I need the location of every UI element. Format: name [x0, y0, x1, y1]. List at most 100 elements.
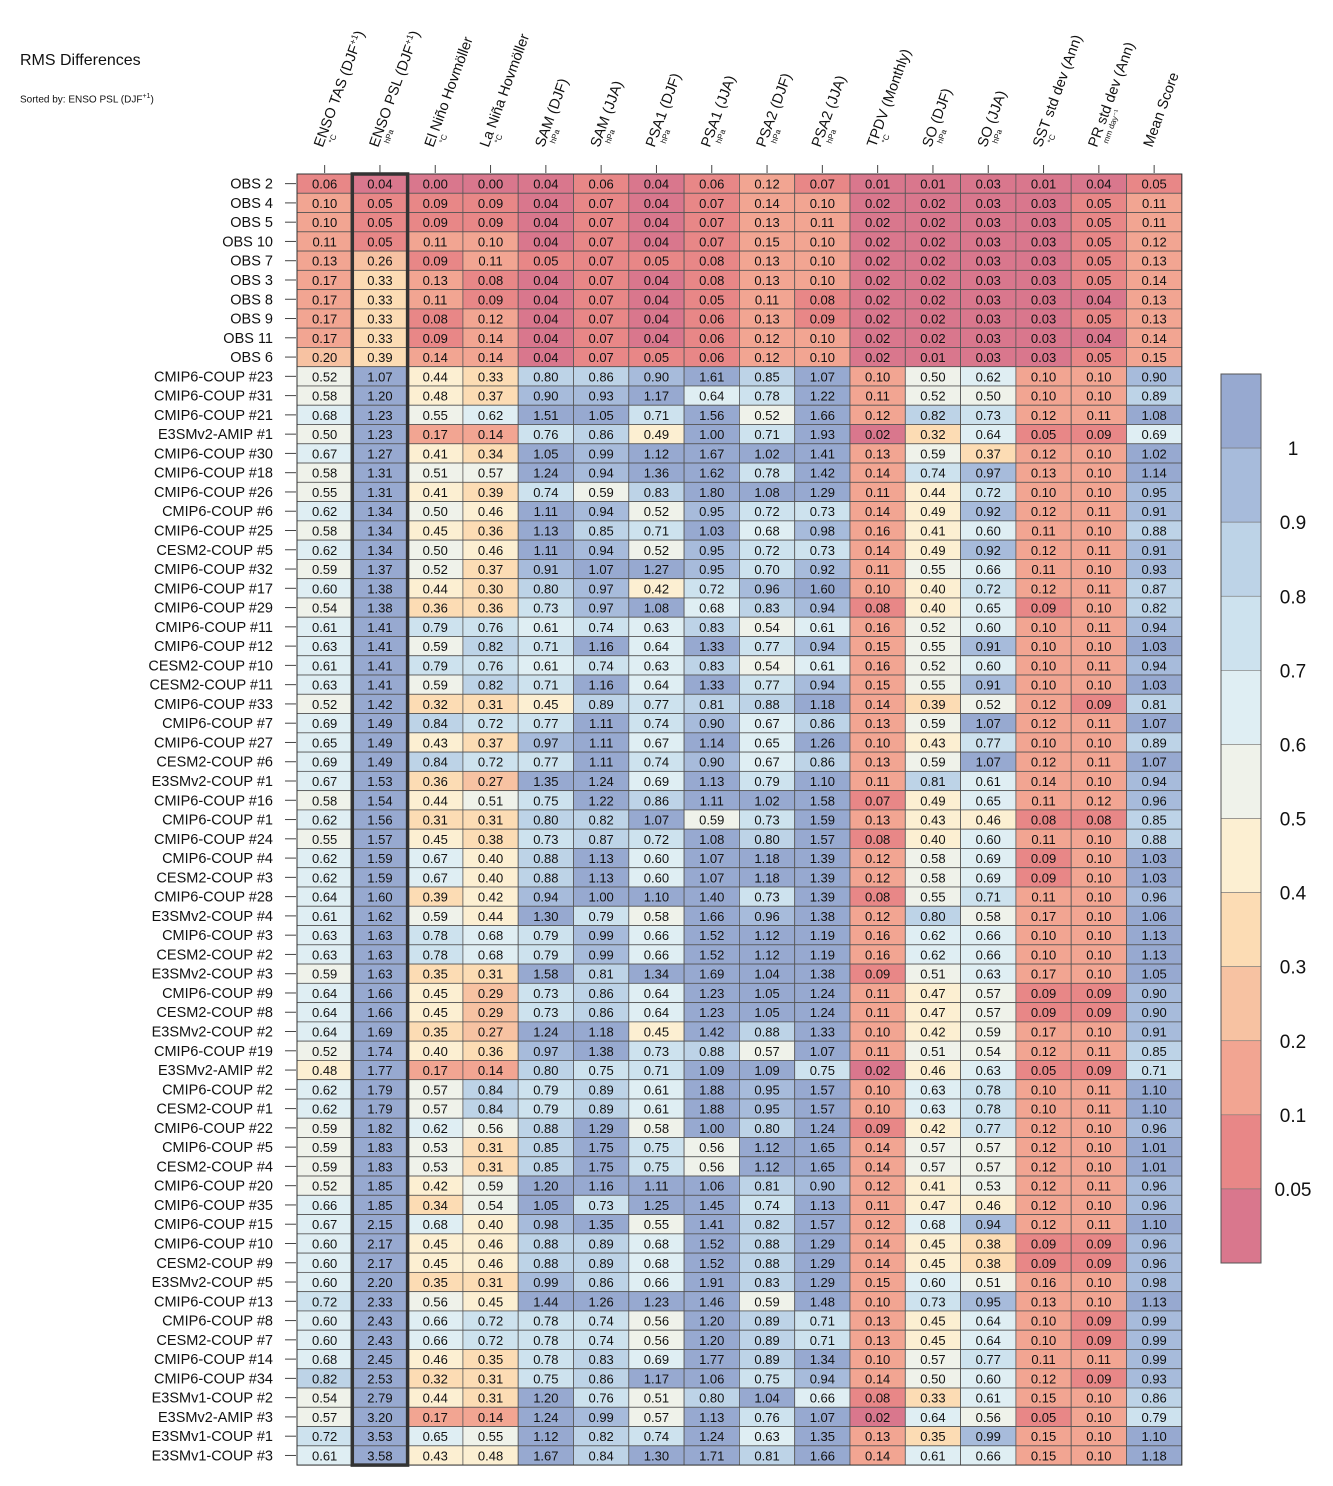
cell-value: 0.12 [754, 350, 779, 365]
cell-value: 1.11 [534, 504, 558, 519]
cell-value: 0.91 [1141, 1025, 1166, 1040]
cell-value: 0.05 [1031, 1063, 1056, 1078]
cell-value: 0.35 [423, 967, 448, 982]
cell-value: 0.55 [920, 639, 945, 654]
cell-value: 1.11 [644, 1179, 668, 1194]
cell-value: 0.86 [588, 986, 613, 1001]
cell-value: 0.14 [865, 1236, 890, 1251]
row-label: CMIP6-COUP #30 [154, 446, 273, 462]
cell-value: 0.76 [754, 1410, 779, 1425]
cell-value: 0.50 [423, 543, 448, 558]
cell-value: 1.03 [1141, 851, 1166, 866]
cell-value: 0.78 [423, 947, 448, 962]
cell-value: 0.10 [1086, 1275, 1111, 1290]
cell-value: 0.41 [423, 485, 448, 500]
cell-value: 0.52 [920, 658, 945, 673]
cell-value: 0.45 [920, 1314, 945, 1329]
cell-value: 1.66 [367, 986, 392, 1001]
cell-value: 1.01 [1141, 1159, 1166, 1174]
cell-value: 0.12 [865, 408, 890, 423]
row-label: CMIP6-COUP #28 [154, 890, 273, 906]
cell-value: 0.47 [920, 1005, 945, 1020]
cell-value: 0.55 [644, 1217, 669, 1232]
cell-value: 0.10 [1086, 562, 1111, 577]
cell-value: 0.03 [1031, 254, 1056, 269]
cell-value: 0.02 [865, 350, 890, 365]
cell-value: 0.05 [644, 350, 669, 365]
cell-value: 1.13 [699, 774, 724, 789]
cell-value: 0.12 [1031, 697, 1056, 712]
cell-value: 0.57 [920, 1159, 945, 1174]
cell-value: 0.88 [754, 1025, 779, 1040]
cell-value: 0.59 [699, 813, 724, 828]
cell-value: 0.64 [644, 678, 669, 693]
cell-value: 0.09 [423, 254, 448, 269]
cell-value: 1.11 [700, 793, 724, 808]
cell-value: 0.97 [588, 601, 613, 616]
cell-value: 0.47 [920, 1198, 945, 1213]
cell-value: 0.00 [478, 177, 503, 192]
cell-value: 0.13 [1031, 1294, 1056, 1309]
cell-value: 0.31 [423, 813, 448, 828]
cell-value: 0.65 [423, 1429, 448, 1444]
row-label: CMIP6-COUP #26 [154, 485, 273, 501]
cell-value: 0.68 [644, 1256, 669, 1271]
cell-value: 0.54 [976, 1044, 1001, 1059]
cell-value: 0.57 [312, 1410, 337, 1425]
cell-value: 0.61 [533, 620, 558, 635]
cell-value: 0.36 [423, 601, 448, 616]
cell-value: 0.31 [478, 1371, 503, 1386]
cell-value: 1.10 [1141, 1217, 1166, 1232]
cell-value: 0.03 [976, 177, 1001, 192]
cell-value: 1.66 [810, 1448, 835, 1463]
cell-value: 0.08 [865, 890, 890, 905]
cell-value: 1.53 [367, 774, 392, 789]
cell-value: 0.14 [1141, 273, 1166, 288]
cell-value: 1.13 [810, 1198, 835, 1213]
cell-value: 0.10 [1031, 1314, 1056, 1329]
cell-value: 0.88 [533, 1121, 558, 1136]
cell-value: 0.10 [1031, 639, 1056, 654]
cell-value: 0.60 [920, 1275, 945, 1290]
cell-value: 0.10 [810, 331, 835, 346]
cell-value: 1.05 [533, 446, 558, 461]
cell-value: 1.57 [367, 832, 392, 847]
cell-value: 0.69 [644, 774, 669, 789]
cell-value: 0.62 [312, 543, 337, 558]
cell-value: 0.60 [976, 658, 1001, 673]
cell-value: 1.14 [699, 735, 724, 750]
cell-value: 0.56 [699, 1159, 724, 1174]
cell-value: 0.64 [312, 986, 337, 1001]
cell-value: 0.60 [976, 1371, 1001, 1386]
cell-value: 0.73 [533, 832, 558, 847]
column-unit: °C [1046, 133, 1058, 145]
row-label: OBS 9 [230, 312, 273, 328]
cell-value: 1.08 [1141, 408, 1166, 423]
cell-value: 0.11 [1087, 658, 1111, 673]
cell-value: 0.13 [754, 254, 779, 269]
cell-value: 0.69 [312, 716, 337, 731]
cell-value: 0.17 [1031, 967, 1056, 982]
cell-value: 1.63 [367, 947, 392, 962]
row-label: CMIP6-COUP #27 [154, 735, 273, 751]
cell-value: 0.72 [754, 543, 779, 558]
cell-value: 0.47 [920, 986, 945, 1001]
cell-value: 0.88 [1141, 523, 1166, 538]
cell-value: 0.12 [478, 312, 503, 327]
cell-value: 0.07 [588, 331, 613, 346]
cell-value: 0.40 [478, 870, 503, 885]
cell-value: 0.02 [920, 254, 945, 269]
cell-value: 1.27 [367, 446, 392, 461]
cell-value: 0.75 [810, 1063, 835, 1078]
cell-value: 1.34 [367, 523, 392, 538]
cell-value: 1.26 [588, 1294, 613, 1309]
cell-value: 1.54 [367, 793, 392, 808]
cell-value: 0.80 [920, 909, 945, 924]
cell-value: 0.08 [1086, 813, 1111, 828]
cell-value: 0.99 [1141, 1333, 1166, 1348]
colorbar-band [1220, 670, 1262, 745]
cell-value: 0.05 [367, 196, 392, 211]
cell-value: 0.61 [920, 1448, 945, 1463]
cell-value: 0.88 [533, 1236, 558, 1251]
cell-value: 0.09 [810, 312, 835, 327]
